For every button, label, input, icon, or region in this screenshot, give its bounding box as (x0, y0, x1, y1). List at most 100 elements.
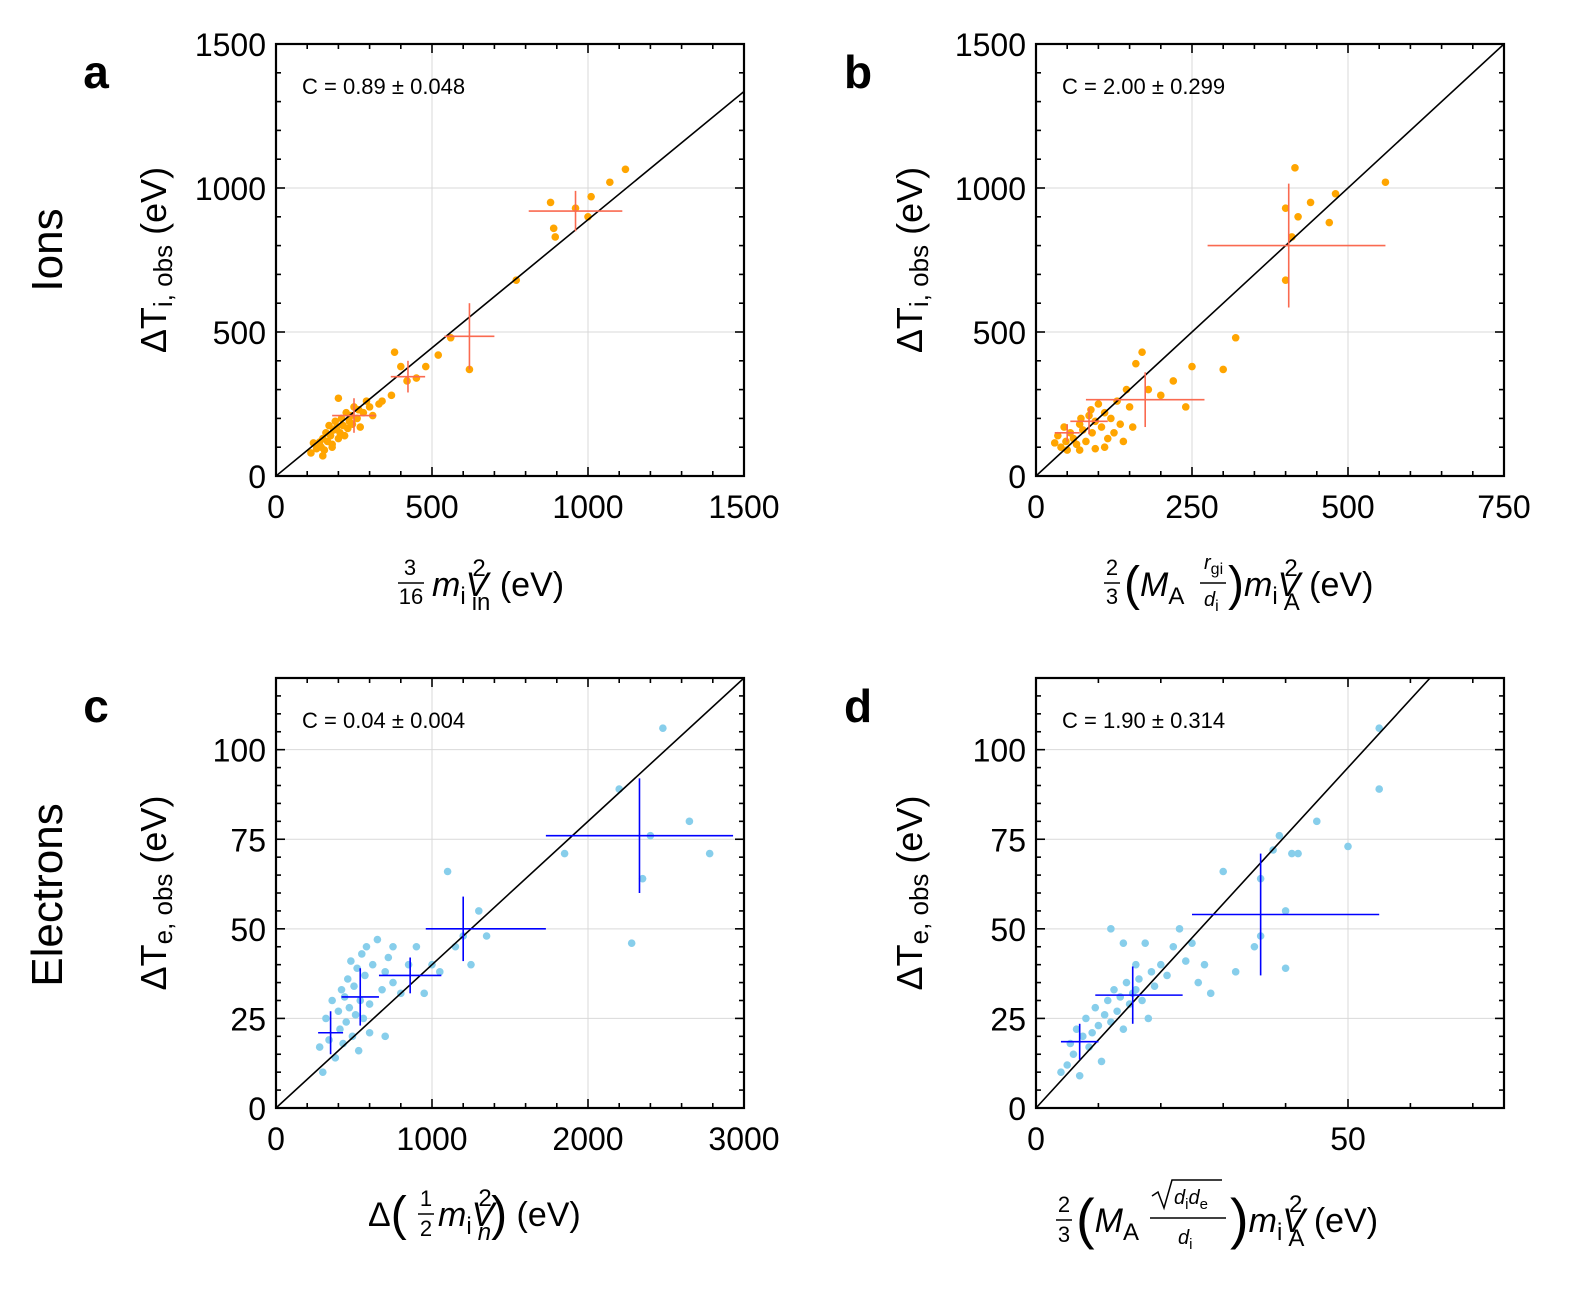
data-point (1157, 391, 1165, 400)
data-point (365, 403, 374, 411)
axes-frame (274, 42, 746, 478)
plot-area-c: 0 1000 2000 3000 0 25 50 75 100 (213, 676, 780, 1157)
plot-content (1036, 678, 1431, 1108)
y-axis-label-a: ΔTi, obs (eV) (133, 167, 178, 353)
data-point (546, 198, 555, 207)
svg-text:rgi: rgi (1204, 552, 1223, 578)
y-tick-label: 500 (973, 315, 1026, 351)
data-point (1088, 429, 1096, 437)
data-point (512, 276, 521, 284)
data-point (348, 1032, 357, 1041)
data-point (343, 975, 352, 983)
data-point (1344, 842, 1352, 851)
data-point (334, 1007, 343, 1016)
data-point (549, 224, 558, 233)
panel-letter-c: c (83, 680, 109, 732)
data-point (381, 968, 390, 976)
data-point (1306, 198, 1315, 207)
panel-d: 0 50 0 25 50 75 100 d C = 1.90 ± 0.314 ΔTe, ob… (844, 676, 1506, 1253)
data-point (659, 724, 667, 732)
y-axis-label-b: ΔTi, obs (eV) (889, 167, 934, 353)
data-point (1119, 939, 1128, 947)
data-point (1141, 939, 1149, 947)
data-point (434, 351, 443, 359)
y-tick-label: 1000 (955, 171, 1026, 207)
svg-text:(MA: (MA (1076, 1187, 1139, 1250)
data-point (368, 960, 377, 969)
data-point (1079, 1032, 1087, 1041)
y-axis-label-d: ΔTe, obs (eV) (889, 796, 934, 991)
axes-frame (1034, 42, 1506, 478)
data-point (1082, 1014, 1090, 1023)
panel-letter-a: a (83, 46, 109, 98)
data-point (1097, 423, 1106, 431)
data-point (389, 942, 397, 951)
data-point (347, 957, 355, 965)
data-point (1132, 960, 1140, 969)
data-point (387, 391, 396, 400)
plot-area-b: 0 250 500 750 0 500 1000 1500 (955, 27, 1531, 525)
data-point (1125, 1000, 1134, 1008)
y-tick-label: 25 (230, 1001, 266, 1037)
data-point (1097, 1057, 1106, 1066)
data-point (436, 968, 444, 976)
data-point (1082, 437, 1090, 446)
panel-letter-d: d (844, 680, 872, 732)
data-point (1135, 975, 1143, 983)
data-point (1200, 960, 1209, 969)
data-point (412, 942, 421, 951)
data-point (1206, 989, 1215, 998)
data-point (705, 849, 714, 858)
y-tick-label: 100 (213, 733, 266, 769)
data-point (1231, 333, 1240, 342)
x-tick-label: 2000 (552, 1121, 623, 1157)
data-point (1288, 849, 1296, 858)
data-point (322, 1014, 330, 1023)
data-point (420, 989, 429, 998)
svg-text:di: di (1178, 1227, 1192, 1253)
data-point (404, 960, 413, 969)
data-point (362, 942, 371, 951)
data-point (325, 1036, 333, 1044)
data-point (1325, 218, 1334, 227)
data-point (1194, 978, 1203, 987)
data-point (307, 449, 315, 457)
y-tick-label: 100 (973, 733, 1026, 769)
data-point (1062, 437, 1070, 446)
data-point (1107, 925, 1115, 933)
data-point (1331, 189, 1340, 198)
data-point (475, 907, 483, 915)
svg-text:3: 3 (404, 555, 416, 580)
data-point (1103, 996, 1112, 1005)
x-tick-label: 0 (1027, 489, 1045, 525)
data-point (1122, 978, 1131, 987)
data-point (1169, 942, 1178, 951)
y-tick-label: 500 (213, 315, 266, 351)
panel-b: 0 250 500 750 0 500 1000 1500 b C = 2.00 ± 0.29… (844, 27, 1531, 616)
data-point (1281, 204, 1290, 212)
data-point (1075, 420, 1084, 428)
data-point (1107, 1018, 1115, 1026)
x-tick-label: 1000 (396, 1121, 467, 1157)
data-point (1163, 971, 1171, 980)
data-point (1375, 724, 1383, 732)
plot-area-a: 0 500 1000 1500 0 500 1000 1500 (195, 27, 780, 525)
data-point (1147, 968, 1156, 976)
x-tick-label: 1000 (552, 489, 623, 525)
data-point (1181, 957, 1190, 965)
panel-a: 0 500 1000 1500 0 500 1000 1500 a C = 0.89 ± 0.… (83, 27, 779, 616)
data-point (1075, 446, 1084, 454)
svg-text:Δ(: Δ( (368, 1188, 407, 1241)
data-point (560, 849, 569, 858)
data-point (1128, 423, 1137, 431)
data-point (638, 874, 647, 883)
data-point (381, 1032, 390, 1041)
data-point (1275, 831, 1284, 840)
y-tick-label: 0 (248, 459, 266, 495)
data-point (1188, 939, 1196, 947)
data-point (1088, 1028, 1096, 1037)
data-point (1294, 849, 1302, 858)
